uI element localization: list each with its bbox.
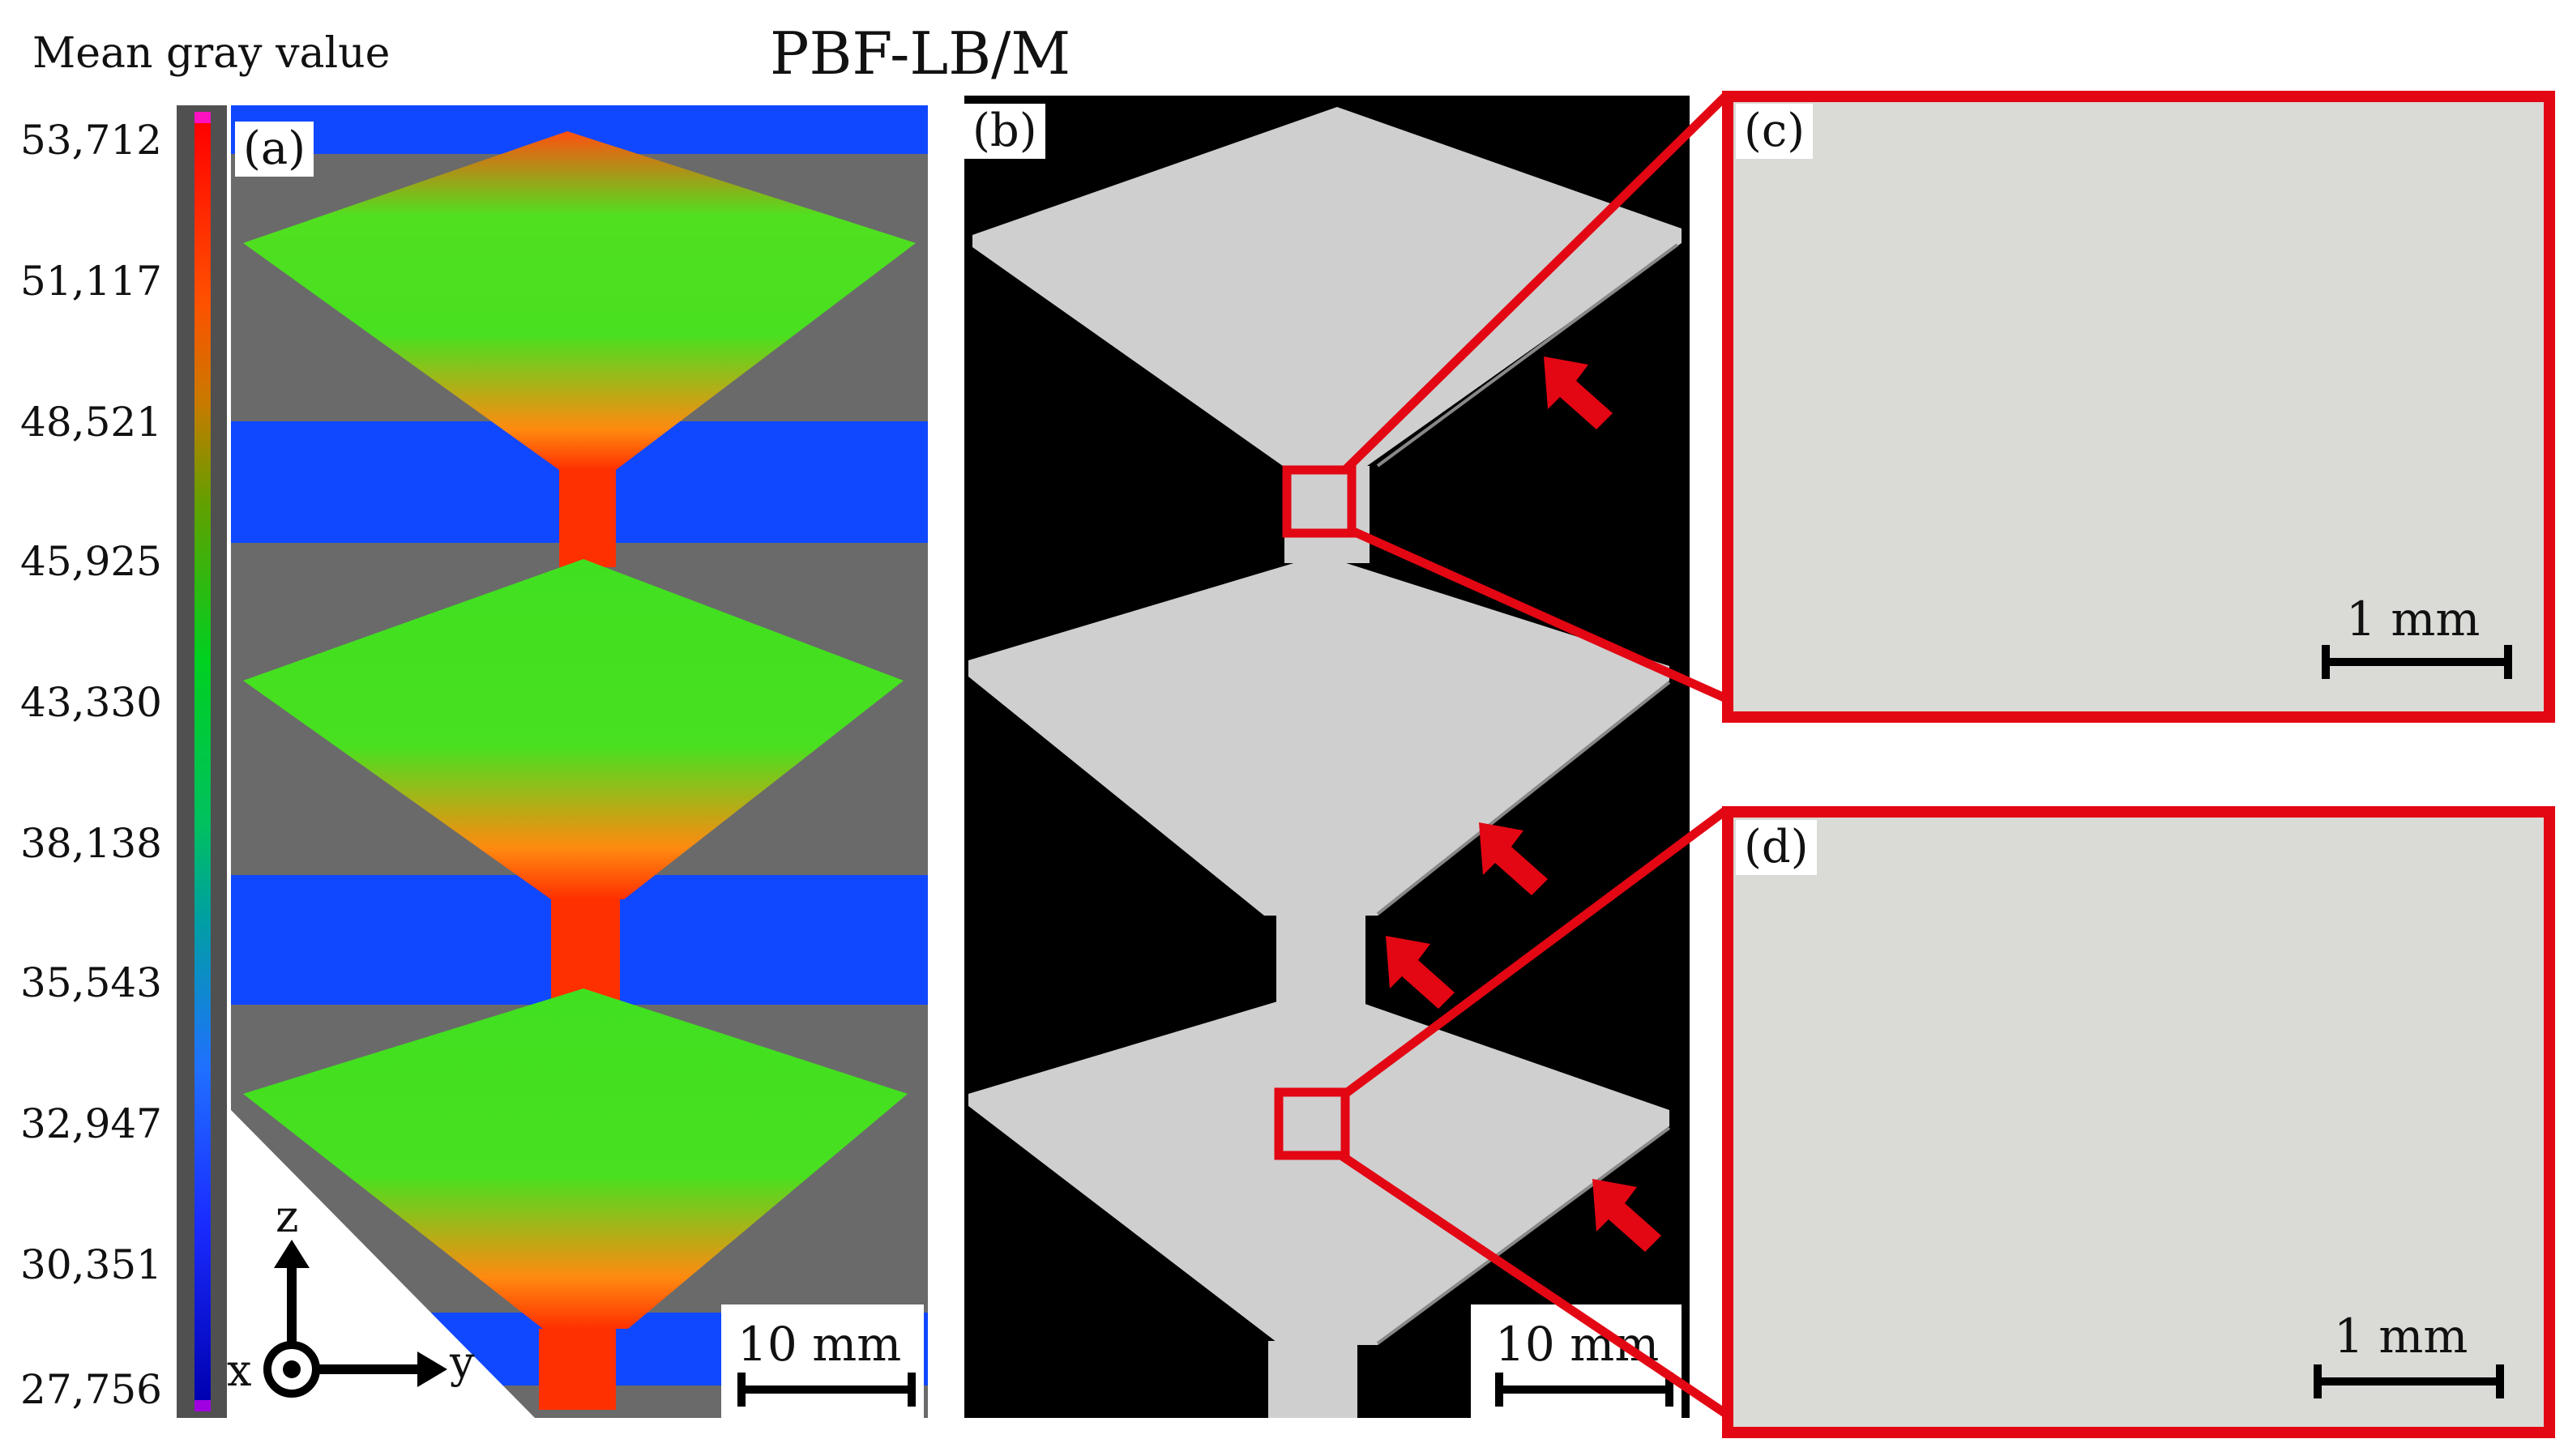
axis-y-label: y [450, 1337, 475, 1388]
panel-a-scale-bar-cap-left [737, 1373, 746, 1407]
panel-c-label: (c) [1736, 104, 1814, 159]
zoom-box-c [1282, 465, 1357, 538]
panel-b-label: (b) [964, 104, 1045, 159]
colorbar-tick: 43,330 [20, 679, 162, 726]
panel-a-scale-label: 10 mm [737, 1317, 902, 1372]
panel-d-scale-label: 1 mm [2334, 1309, 2468, 1364]
panel-a-scale-bar-cap-right [908, 1373, 916, 1407]
panel-d-scale-bar [2314, 1377, 2504, 1386]
panel-b-scale-bar-cap-right [1665, 1373, 1673, 1407]
panel-d-label: (d) [1736, 820, 1817, 875]
colorbar-bottom-cap [194, 1400, 211, 1411]
colorbar-title: Mean gray value [32, 29, 391, 78]
colorbar-tick: 27,756 [20, 1366, 162, 1413]
colorbar-tick: 35,543 [20, 959, 162, 1006]
arrow-3 [1386, 936, 1455, 1009]
panel-d-micrograph [1722, 806, 2555, 1438]
panel-a-label: (a) [235, 122, 314, 177]
colorbar-tick: 53,712 [20, 117, 162, 164]
axis-x-label: x [227, 1345, 252, 1396]
panel-d-scale-bar-cap-right [2496, 1364, 2504, 1398]
colorbar-tick: 30,351 [20, 1241, 162, 1288]
colorbar-top-cap [194, 112, 211, 123]
colorbar-tick: 32,947 [20, 1100, 162, 1147]
colorbar [177, 105, 227, 1418]
zoom-line-c-bottom [1349, 526, 1729, 703]
panel-a-scale-box [721, 1304, 924, 1418]
panel-c-scale-bar [2322, 658, 2512, 666]
panel-a-scale-bar [737, 1386, 916, 1394]
colorbar-tick: 45,925 [20, 538, 162, 585]
arrow-2 [1479, 822, 1548, 895]
colorbar-tick: 51,117 [20, 258, 162, 305]
colorbar-gradient [194, 122, 211, 1402]
colorbar-tick: 38,138 [20, 820, 162, 867]
panel-c-micrograph [1722, 91, 2555, 723]
panel-b-scale-bar-cap-left [1495, 1373, 1503, 1407]
zoom-line-d-top [1342, 806, 1729, 1098]
panel-c-scale-bar-cap-left [2322, 645, 2330, 679]
panel-b-scale-bar [1495, 1386, 1673, 1394]
panel-c-scale-bar-cap-right [2504, 645, 2512, 679]
axis-z-label: z [276, 1191, 299, 1242]
colorbar-tick: 48,521 [20, 399, 162, 446]
panel-c-scale-label: 1 mm [2346, 591, 2481, 647]
panel-b-scale-label: 10 mm [1495, 1317, 1660, 1372]
zoom-box-d [1274, 1087, 1350, 1160]
zoom-line-c-top [1342, 92, 1729, 473]
arrow-4 [1592, 1179, 1661, 1252]
panel-d-scale-bar-cap-left [2314, 1364, 2322, 1398]
figure-title: PBF-LB/M [770, 19, 1071, 88]
arrow-1 [1544, 357, 1613, 429]
